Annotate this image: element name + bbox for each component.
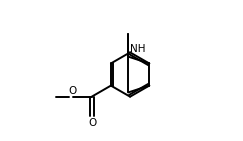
Text: O: O <box>69 86 77 96</box>
Text: O: O <box>88 118 96 128</box>
Text: NH: NH <box>130 44 145 54</box>
